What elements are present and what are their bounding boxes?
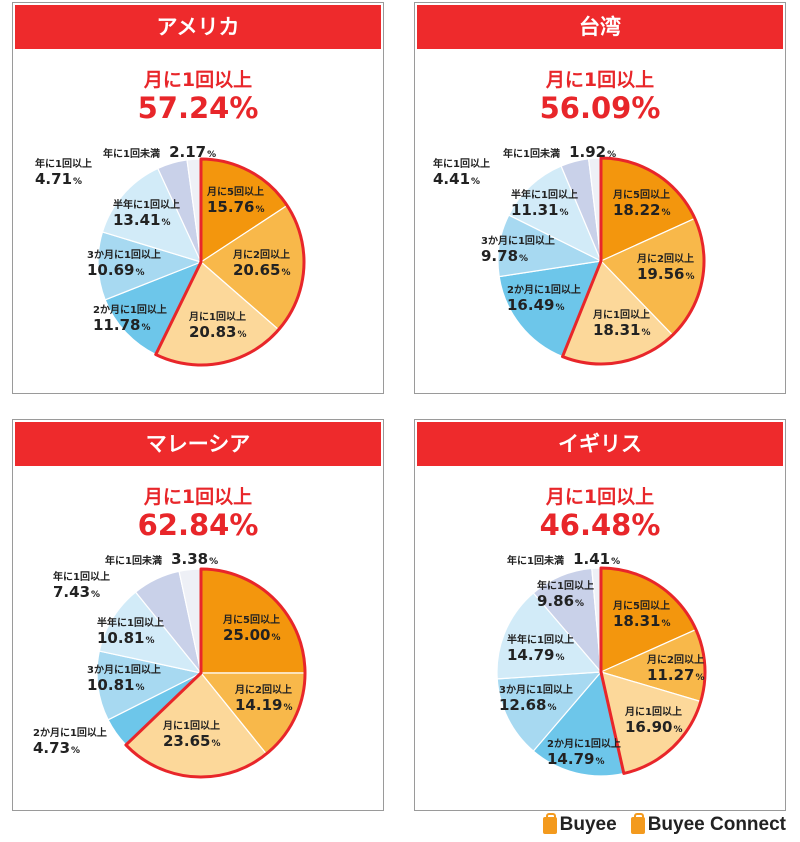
pie-slice: [496, 671, 603, 752]
slice-label: 3か月に1回以上 12.68%: [499, 685, 573, 714]
panel-header: イギリス: [417, 422, 783, 466]
slice-label: 月に5回以上 25.00%: [223, 615, 281, 644]
slice-label: 年に1回未満 3.38%: [105, 550, 219, 568]
panel-header: マレーシア: [15, 422, 381, 466]
slice-label: 年に1回未満 2.17%: [103, 143, 217, 161]
slice-label: 月に1回以上 16.90%: [625, 707, 683, 736]
panel-header: アメリカ: [15, 5, 381, 49]
pie-slice: [508, 165, 603, 263]
chart-panel-america: アメリカ 月に1回以上 57.24% 月に5回以上 15.76% 月に2回以上 …: [12, 2, 384, 394]
buyee-connect-logo: Buyee Connect: [630, 812, 786, 836]
slice-label: 3か月に1回以上 9.78%: [481, 236, 555, 265]
slice-label: 年に1回以上 4.41%: [433, 159, 490, 188]
slice-label: 3か月に1回以上 10.81%: [87, 665, 161, 694]
slice-label: 月に2回以上 20.65%: [233, 250, 291, 279]
slice-label: 年に1回以上 4.71%: [35, 159, 92, 188]
slice-label: 半年に1回以上 13.41%: [113, 200, 180, 229]
panel-subtitle: 月に1回以上: [545, 69, 655, 91]
slice-label: 月に5回以上 15.76%: [207, 187, 265, 216]
pie-chart: [97, 157, 306, 367]
panel-header: 台湾: [417, 5, 783, 49]
slice-label: 月に1回以上 18.31%: [593, 310, 651, 339]
panel-highlight-value: 57.24%: [137, 91, 259, 125]
pie-slice: [96, 650, 203, 721]
pie-chart: [96, 567, 307, 779]
highlight-outline: [561, 156, 706, 366]
pie-slice: [101, 167, 203, 263]
pie-slice: [496, 592, 603, 680]
slice-label: 2か月に1回以上 11.78%: [93, 305, 167, 334]
slice-label: 年に1回未満 1.92%: [503, 143, 617, 161]
slice-label: 月に1回以上 20.83%: [189, 312, 247, 341]
shopping-bag-icon: [542, 812, 557, 834]
slice-label: 月に5回以上 18.22%: [613, 190, 671, 219]
highlight-outline: [599, 566, 707, 775]
slice-label: 月に2回以上 19.56%: [637, 254, 695, 283]
panel-highlight-value: 46.48%: [539, 508, 661, 542]
slice-label: 年に1回以上 7.43%: [53, 572, 110, 601]
pie-slice: [104, 260, 203, 356]
pie-chart: [497, 156, 706, 366]
slice-label: 月に5回以上 18.31%: [613, 601, 671, 630]
panel-subtitle: 月に1回以上: [143, 69, 253, 91]
chart-panel-malaysia: マレーシア 月に1回以上 62.84% 月に5回以上 25.00% 月に2回以上…: [12, 419, 384, 811]
chart-panel-taiwan: 台湾 月に1回以上 56.09% 月に5回以上 18.22% 月に2回以上 19…: [414, 2, 786, 394]
slice-label: 月に1回以上 23.65%: [163, 721, 221, 750]
slice-label: 年に1回以上 9.86%: [537, 581, 594, 610]
slice-label: 2か月に1回以上 16.49%: [507, 285, 581, 314]
panel-subtitle: 月に1回以上: [143, 486, 253, 508]
pie-chart: [496, 566, 707, 777]
slice-label: 2か月に1回以上 14.79%: [547, 739, 621, 768]
pie-slice: [498, 260, 602, 358]
slice-label: 月に2回以上 14.19%: [235, 685, 293, 714]
panel-highlight-value: 56.09%: [539, 91, 661, 125]
slice-label: 2か月に1回以上 4.73%: [33, 728, 107, 757]
slice-label: 半年に1回以上 11.31%: [511, 190, 578, 219]
slice-label: 3か月に1回以上 10.69%: [87, 250, 161, 279]
highlight-outline: [154, 157, 306, 367]
shopping-bag-icon: [630, 812, 645, 834]
slice-label: 月に2回以上 11.27%: [647, 655, 705, 684]
slice-label: 年に1回未満 1.41%: [507, 550, 621, 568]
panel-subtitle: 月に1回以上: [545, 486, 655, 508]
buyee-logo: Buyee: [542, 812, 617, 836]
chart-panel-uk: イギリス 月に1回以上 46.48% 月に5回以上 18.31% 月に2回以上 …: [414, 419, 786, 811]
pie-slice: [97, 231, 203, 301]
footer-logos: Buyee Buyee Connect: [542, 812, 786, 836]
panel-highlight-value: 62.84%: [137, 508, 259, 542]
highlight-outline: [124, 567, 307, 779]
slice-label: 半年に1回以上 10.81%: [97, 618, 164, 647]
slice-label: 半年に1回以上 14.79%: [507, 635, 574, 664]
pie-slice: [532, 670, 625, 777]
pie-slice: [98, 591, 203, 674]
